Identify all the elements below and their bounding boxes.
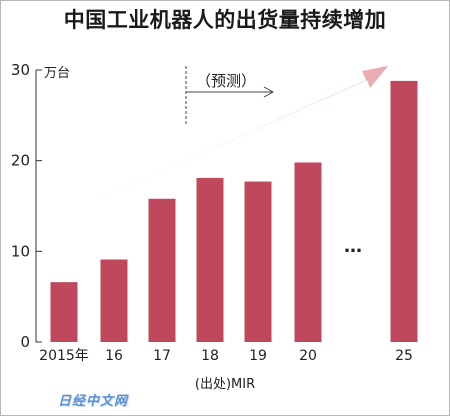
bars bbox=[50, 80, 418, 342]
bar-17 bbox=[148, 198, 176, 342]
forecast-arrow-head bbox=[263, 86, 275, 98]
x-tick-label: 19 bbox=[249, 348, 267, 364]
chart-title: 中国工业机器人的出货量持续增加 bbox=[63, 8, 387, 32]
y-ticks: 0 10 20 30 bbox=[11, 61, 42, 351]
bar-19 bbox=[244, 181, 272, 342]
y-tick-label: 20 bbox=[11, 152, 30, 170]
x-tick-label: 16 bbox=[105, 348, 123, 364]
bar-2015年 bbox=[50, 282, 78, 342]
x-ticks: 2015年 16 17 18 19 20 25 bbox=[39, 348, 413, 364]
watermark-logo: 日经中文网 bbox=[58, 394, 129, 409]
y-tick-label: 30 bbox=[11, 61, 30, 79]
x-tick-label: 18 bbox=[201, 348, 219, 364]
unit-label: 万台 bbox=[44, 66, 71, 81]
forecast-label: （预测） bbox=[196, 72, 257, 90]
bar-25 bbox=[390, 80, 418, 342]
x-tick-label: 25 bbox=[395, 348, 413, 364]
x-tick-label: 20 bbox=[299, 348, 317, 364]
ellipsis: … bbox=[344, 236, 363, 257]
bar-18 bbox=[196, 177, 224, 342]
source-label: (出处)MIR bbox=[194, 377, 256, 392]
x-tick-label: 17 bbox=[153, 348, 171, 364]
y-tick-label: 10 bbox=[11, 242, 30, 260]
y-tick-label: 0 bbox=[20, 333, 30, 351]
bar-16 bbox=[100, 259, 128, 342]
x-tick-label: 2015年 bbox=[39, 348, 89, 364]
bar-20 bbox=[294, 162, 322, 342]
